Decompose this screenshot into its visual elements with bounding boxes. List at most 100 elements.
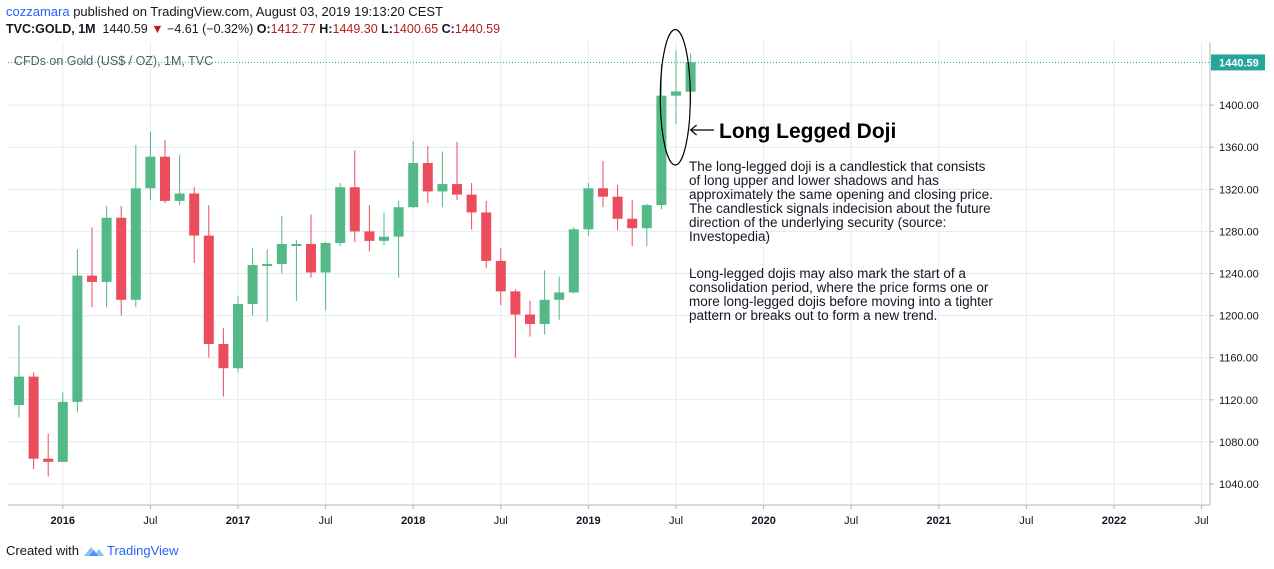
candle[interactable] bbox=[495, 248, 506, 306]
candle[interactable] bbox=[116, 206, 127, 316]
time-tick-label: Jul bbox=[494, 515, 508, 527]
candle[interactable] bbox=[14, 325, 24, 418]
candle-body bbox=[203, 235, 214, 345]
candle-body bbox=[379, 236, 389, 241]
price-tick-label: 1160.00 bbox=[1219, 353, 1258, 365]
candle[interactable] bbox=[466, 183, 477, 230]
candle-body bbox=[539, 299, 550, 325]
candle-body bbox=[452, 184, 462, 195]
grid-lines bbox=[8, 42, 1210, 505]
candles bbox=[14, 50, 696, 477]
time-tick-label: Jul bbox=[844, 515, 858, 527]
candle[interactable] bbox=[276, 215, 287, 274]
candle[interactable] bbox=[510, 289, 521, 358]
time-tick-label: Jul bbox=[143, 515, 157, 527]
candle[interactable] bbox=[656, 64, 667, 210]
candle-body bbox=[364, 231, 375, 241]
candle-body bbox=[510, 291, 521, 315]
price-tick-label: 1040.00 bbox=[1219, 479, 1259, 491]
time-tick-label: 2019 bbox=[576, 515, 600, 527]
candle[interactable] bbox=[306, 214, 316, 278]
candle-body bbox=[87, 275, 97, 282]
candle[interactable] bbox=[203, 205, 214, 358]
candle[interactable] bbox=[583, 183, 594, 236]
candle-body bbox=[612, 196, 623, 219]
tradingview-logo-icon[interactable] bbox=[83, 544, 105, 562]
author-link[interactable]: cozzamara bbox=[6, 4, 70, 19]
candle[interactable] bbox=[160, 139, 170, 203]
candle[interactable] bbox=[349, 150, 360, 242]
candle[interactable] bbox=[291, 239, 302, 301]
candle-body bbox=[262, 264, 273, 267]
candle-body bbox=[160, 156, 170, 201]
candle[interactable] bbox=[641, 204, 652, 247]
candle[interactable] bbox=[379, 212, 389, 246]
low-value: 1400.65 bbox=[392, 22, 439, 36]
candle[interactable] bbox=[320, 241, 331, 311]
candle-body bbox=[335, 187, 346, 243]
candle[interactable] bbox=[671, 50, 681, 125]
candle[interactable] bbox=[72, 249, 83, 413]
candle[interactable] bbox=[87, 227, 97, 308]
time-tick-label: 2020 bbox=[751, 515, 775, 527]
open-value: 1412.77 bbox=[270, 22, 316, 36]
candle-body bbox=[554, 292, 565, 300]
tradingview-link[interactable]: TradingView bbox=[106, 543, 179, 558]
publish-info: cozzamara published on TradingView.com, … bbox=[6, 4, 443, 20]
candle[interactable] bbox=[364, 205, 375, 252]
candle-body bbox=[320, 242, 331, 273]
candle[interactable] bbox=[481, 200, 492, 269]
time-axis[interactable]: 2016 Jul 2017 Jul 2018 Jul 2019 Jul 2020 Jul 2021 J… bbox=[8, 504, 1210, 527]
annotation-paragraph-2[interactable]: Long-legged dojis may also mark the star… bbox=[689, 266, 993, 323]
candle[interactable] bbox=[554, 276, 565, 320]
price-tick-label: 1240.00 bbox=[1219, 269, 1259, 281]
candle-body bbox=[189, 193, 200, 236]
price-axis[interactable]: 1040.00 1080.00 1120.00 1160.00 1200.00 1240.… bbox=[1209, 42, 1259, 505]
candle[interactable] bbox=[189, 187, 200, 263]
candle[interactable] bbox=[539, 270, 550, 335]
candle[interactable] bbox=[145, 131, 156, 200]
candle[interactable] bbox=[452, 141, 462, 200]
symbol-name: TVC:GOLD, 1M bbox=[6, 22, 96, 36]
candle[interactable] bbox=[174, 154, 185, 206]
candle-body bbox=[481, 212, 492, 261]
candle-body bbox=[116, 217, 127, 300]
candle[interactable] bbox=[43, 433, 54, 477]
candle[interactable] bbox=[28, 372, 39, 470]
candle[interactable] bbox=[218, 328, 229, 397]
last-price-label-bg bbox=[1211, 54, 1265, 71]
candle[interactable] bbox=[408, 140, 419, 209]
candle[interactable] bbox=[422, 146, 433, 203]
close-value: 1440.59 bbox=[454, 22, 501, 36]
candle[interactable] bbox=[247, 248, 258, 316]
candle[interactable] bbox=[627, 199, 638, 247]
time-tick-label: 2016 bbox=[51, 515, 75, 527]
candle-body bbox=[276, 244, 287, 265]
candle-body bbox=[306, 244, 316, 273]
candle[interactable] bbox=[101, 206, 112, 308]
open-label: O: bbox=[256, 22, 271, 36]
price-tick-label: 1080.00 bbox=[1219, 437, 1259, 449]
close-label: C: bbox=[441, 22, 455, 36]
candle-body bbox=[174, 193, 185, 201]
candle[interactable] bbox=[57, 392, 68, 462]
price-tick-label: 1320.00 bbox=[1219, 184, 1259, 196]
candle[interactable] bbox=[568, 227, 579, 294]
time-tick-label: Jul bbox=[1019, 515, 1033, 527]
candle[interactable] bbox=[233, 295, 243, 373]
candle[interactable] bbox=[612, 185, 623, 231]
candle[interactable] bbox=[335, 183, 346, 247]
candle[interactable] bbox=[130, 145, 141, 308]
candle[interactable] bbox=[393, 200, 404, 278]
created-with-text: Created with bbox=[6, 543, 79, 558]
annotation-paragraph-1[interactable]: The long-legged doji is a candlestick th… bbox=[689, 159, 993, 244]
candle-body bbox=[583, 188, 594, 230]
last-price: 1440.59 bbox=[102, 22, 148, 36]
candle[interactable] bbox=[525, 300, 535, 337]
doji-highlight-ellipse[interactable] bbox=[659, 28, 691, 166]
annotation-title[interactable]: Long Legged Doji bbox=[719, 120, 896, 143]
candle[interactable] bbox=[598, 160, 608, 208]
candle[interactable] bbox=[262, 249, 273, 322]
candle[interactable] bbox=[437, 151, 448, 208]
